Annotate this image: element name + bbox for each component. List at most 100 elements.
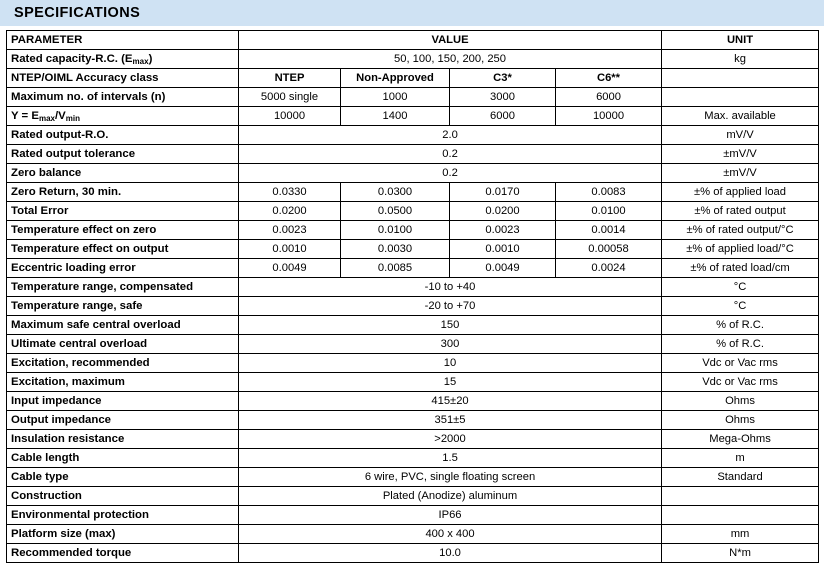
row-label-temp-effect-output: Temperature effect on output [6, 239, 239, 259]
row-label-max-intervals: Maximum no. of intervals (n) [6, 87, 239, 107]
row-label-input-impedance: Input impedance [6, 391, 239, 411]
row-value-col2: 1400 [340, 106, 450, 126]
table-row: Rated output tolerance 0.2 ±mV/V [6, 144, 820, 164]
row-value-merged: Plated (Anodize) aluminum [237, 486, 663, 506]
row-label-max-safe-overload: Maximum safe central overload [6, 315, 239, 335]
row-unit: Mega-Ohms [661, 429, 820, 449]
row-value-col2: 0.0100 [340, 220, 450, 240]
row-value-col4: 0.0014 [554, 220, 663, 240]
row-unit: mm [661, 524, 820, 544]
label-subscript: max [132, 57, 149, 66]
row-value-merged: 400 x 400 [237, 524, 663, 544]
row-value-col3: 6000 [449, 106, 556, 126]
row-value-col3: 3000 [449, 87, 556, 107]
row-value-col1: 10000 [238, 106, 341, 126]
row-value-merged: 2.0 [237, 125, 663, 145]
table-row: Zero Return, 30 min. 0.0330 0.0300 0.017… [6, 182, 820, 202]
row-unit: ±% of rated output [661, 201, 820, 221]
row-unit: Max. available [661, 106, 820, 126]
table-row: Cable length 1.5 m [6, 448, 820, 468]
row-value-col3: 0.0023 [449, 220, 556, 240]
row-unit: ±mV/V [661, 163, 820, 183]
table-row: Y = Emax/Vmin 10000 1400 6000 10000 Max.… [6, 106, 820, 126]
row-label-output-impedance: Output impedance [6, 410, 239, 430]
row-unit: N*m [661, 543, 820, 563]
header-value: VALUE [237, 30, 663, 50]
row-unit: Standard [661, 467, 820, 487]
table-row: Maximum no. of intervals (n) 5000 single… [6, 87, 820, 107]
row-unit: ±mV/V [661, 144, 820, 164]
row-value-col4: 0.00058 [554, 239, 663, 259]
row-value-merged: -20 to +70 [237, 296, 663, 316]
table-body: PARAMETER VALUE UNIT Rated capacity-R.C.… [6, 30, 820, 563]
table-row: Construction Plated (Anodize) aluminum [6, 486, 820, 506]
row-value-col4: 10000 [554, 106, 663, 126]
row-label-temp-range-safe: Temperature range, safe [6, 296, 239, 316]
row-unit: ±% of applied load [661, 182, 820, 202]
specifications-table-wrap: PARAMETER VALUE UNIT Rated capacity-R.C.… [6, 30, 820, 563]
row-unit: Vdc or Vac rms [661, 372, 820, 392]
row-unit: Vdc or Vac rms [661, 353, 820, 373]
table-row: Rated output-R.O. 2.0 mV/V [6, 125, 820, 145]
table-row: Temperature range, compensated -10 to +4… [6, 277, 820, 297]
row-unit: °C [661, 296, 820, 316]
row-value-col3: 0.0010 [449, 239, 556, 259]
table-row: Input impedance 415±20 Ohms [6, 391, 820, 411]
table-row: Excitation, recommended 10 Vdc or Vac rm… [6, 353, 820, 373]
label-subscript-min: min [65, 114, 80, 123]
row-value-col2: 0.0300 [340, 182, 450, 202]
row-value-col4: 0.0083 [554, 182, 663, 202]
table-row: Environmental protection IP66 [6, 505, 820, 525]
row-unit: Ohms [661, 410, 820, 430]
row-value-merged: 0.2 [237, 144, 663, 164]
row-value-merged: >2000 [237, 429, 663, 449]
table-row: NTEP/OIML Accuracy class NTEP Non-Approv… [6, 68, 820, 88]
row-unit: % of R.C. [661, 315, 820, 335]
row-value-col4: 6000 [554, 87, 663, 107]
row-value-merged: 0.2 [237, 163, 663, 183]
row-unit: ±% of rated load/cm [661, 258, 820, 278]
row-value-merged: 50, 100, 150, 200, 250 [237, 49, 663, 69]
row-value-col2: 0.0085 [340, 258, 450, 278]
table-row: Maximum safe central overload 150 % of R… [6, 315, 820, 335]
row-label-zero-balance: Zero balance [6, 163, 239, 183]
row-value-merged: 6 wire, PVC, single floating screen [237, 467, 663, 487]
row-unit [661, 486, 820, 506]
row-value-col3: 0.0200 [449, 201, 556, 221]
row-value-col3: 0.0049 [449, 258, 556, 278]
row-value-col1: 0.0330 [238, 182, 341, 202]
row-value-col4: 0.0024 [554, 258, 663, 278]
row-label-construction: Construction [6, 486, 239, 506]
row-value-col2: Non-Approved [340, 68, 450, 88]
table-row: Rated capacity-R.C. (Emax) 50, 100, 150,… [6, 49, 820, 69]
row-label-total-error: Total Error [6, 201, 239, 221]
row-label-temp-effect-zero: Temperature effect on zero [6, 220, 239, 240]
row-label-rated-output: Rated output-R.O. [6, 125, 239, 145]
table-row: Zero balance 0.2 ±mV/V [6, 163, 820, 183]
row-value-merged: -10 to +40 [237, 277, 663, 297]
row-label-y-ratio: Y = Emax/Vmin [6, 106, 239, 126]
row-label-excitation-maximum: Excitation, maximum [6, 372, 239, 392]
row-unit: °C [661, 277, 820, 297]
row-value-col1: 0.0200 [238, 201, 341, 221]
row-label-excitation-recommended: Excitation, recommended [6, 353, 239, 373]
row-unit [661, 505, 820, 525]
table-row: Recommended torque 10.0 N*m [6, 543, 820, 563]
row-label-cable-length: Cable length [6, 448, 239, 468]
row-value-merged: 10 [237, 353, 663, 373]
header-parameter: PARAMETER [6, 30, 239, 50]
row-label-rated-capacity: Rated capacity-R.C. (Emax) [6, 49, 239, 69]
row-value-merged: 300 [237, 334, 663, 354]
row-label-eccentric-loading: Eccentric loading error [6, 258, 239, 278]
label-tail: ) [148, 52, 153, 65]
table-row: Temperature range, safe -20 to +70 °C [6, 296, 820, 316]
row-value-merged: 15 [237, 372, 663, 392]
row-label-zero-return: Zero Return, 30 min. [6, 182, 239, 202]
row-unit [661, 87, 820, 107]
row-label-rated-output-tolerance: Rated output tolerance [6, 144, 239, 164]
table-row: Temperature effect on output 0.0010 0.00… [6, 239, 820, 259]
specifications-banner: SPECIFICATIONS [0, 0, 824, 26]
specifications-table: PARAMETER VALUE UNIT Rated capacity-R.C.… [6, 30, 820, 563]
row-label-accuracy-class: NTEP/OIML Accuracy class [6, 68, 239, 88]
